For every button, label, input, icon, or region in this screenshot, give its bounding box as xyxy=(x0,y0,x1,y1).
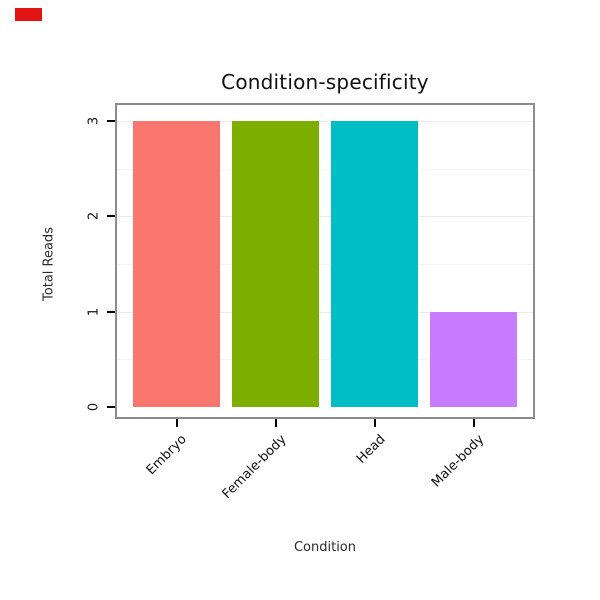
minor-gridline xyxy=(117,264,533,265)
x-axis-label: Condition xyxy=(293,540,357,555)
minor-gridline xyxy=(117,168,533,170)
bar-female-body xyxy=(231,121,320,407)
x-tick xyxy=(274,419,277,427)
x-tick xyxy=(472,419,475,427)
y-tick xyxy=(107,406,115,408)
y-tick-label: 0 xyxy=(86,402,102,412)
major-gridline xyxy=(117,216,533,218)
x-tick xyxy=(373,419,376,427)
x-tick-label: Embryo xyxy=(144,432,191,479)
bar-male-body xyxy=(429,311,518,407)
y-tick xyxy=(107,120,115,122)
y-tick-label: 2 xyxy=(86,212,102,221)
major-gridline xyxy=(117,121,533,122)
y-tick-label: 1 xyxy=(86,307,102,316)
y-axis-label: Total Reads xyxy=(41,227,57,301)
minor-gridline xyxy=(117,359,533,361)
bar-embryo xyxy=(132,121,221,407)
y-tick xyxy=(107,310,115,313)
red-indicator xyxy=(15,8,42,21)
y-tick-label: 3 xyxy=(86,116,102,126)
major-gridline xyxy=(117,311,533,313)
x-tick-label: Male-body xyxy=(428,432,488,491)
x-tick-label: Head xyxy=(353,432,389,467)
x-tick-label: Female-body xyxy=(219,432,290,502)
bar-head xyxy=(330,121,419,407)
plot-panel xyxy=(115,103,535,419)
x-tick xyxy=(175,419,178,427)
y-tick xyxy=(107,215,115,218)
chart-title: Condition-specificity xyxy=(221,70,429,94)
